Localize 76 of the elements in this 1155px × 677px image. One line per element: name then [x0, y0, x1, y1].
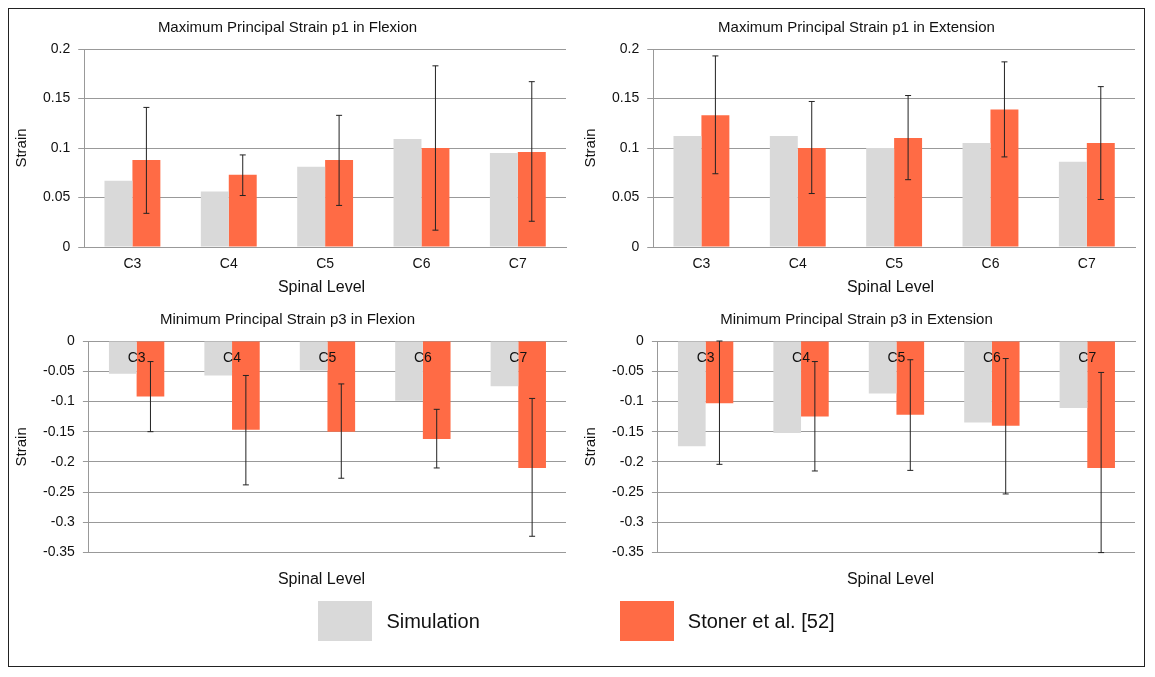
bar	[797, 148, 826, 247]
bar	[1086, 143, 1115, 247]
bar	[104, 180, 133, 247]
x-tick-label: C6	[412, 254, 431, 271]
y-tick-label: -0.2	[619, 452, 645, 469]
bar	[962, 143, 991, 247]
y-tick-label: 0	[636, 331, 645, 348]
y-tick-label: 0.05	[43, 188, 71, 205]
y-tick-label: -0.35	[42, 543, 76, 560]
x-axis-title: Spinal Level	[276, 569, 367, 589]
x-axis-title: Spinal Level	[276, 277, 367, 297]
y-tick-label: -0.05	[611, 362, 645, 379]
bar	[701, 115, 730, 247]
y-tick-label: -0.15	[611, 422, 645, 439]
x-tick-label: C3	[123, 254, 142, 271]
y-tick-label: 0.2	[50, 39, 71, 56]
y-axis-title: Strain	[581, 128, 599, 168]
chart-title: Maximum Principal Strain p1 in Flexion	[157, 18, 418, 36]
bar	[421, 148, 450, 247]
chart-title: Maximum Principal Strain p1 in Extension	[718, 18, 995, 36]
y-tick-label: -0.25	[42, 483, 76, 499]
y-tick-label: -0.1	[50, 392, 76, 409]
bar	[132, 159, 161, 247]
bar	[489, 152, 518, 247]
y-axis-title: Strain	[12, 128, 30, 168]
bar	[769, 136, 798, 247]
y-tick-label: 0.1	[50, 138, 71, 155]
y-tick-label: -0.05	[42, 362, 76, 379]
x-axis-title: Spinal Level	[845, 569, 936, 589]
bar	[1058, 161, 1087, 247]
x-tick-label: C7	[1077, 254, 1096, 271]
x-axis-title: Spinal Level	[845, 277, 936, 297]
y-axis-title: Strain	[581, 427, 599, 467]
bar	[325, 159, 354, 247]
bar	[990, 109, 1019, 247]
y-tick-label: -0.3	[50, 513, 76, 530]
y-tick-label: -0.25	[611, 483, 645, 499]
y-tick-label: 0	[67, 331, 76, 348]
bar	[673, 136, 702, 247]
x-tick-label: C3	[692, 254, 711, 271]
legend-label: Stoner et al. [52]	[687, 609, 835, 633]
y-tick-label: 0.2	[619, 39, 640, 56]
x-tick-label: C4	[219, 254, 238, 271]
y-tick-label: 0	[62, 237, 71, 254]
y-tick-label: 0.15	[612, 89, 640, 106]
bar	[517, 151, 546, 247]
chart-title: Minimum Principal Strain p3 in Flexion	[159, 310, 416, 328]
x-tick-label: C4	[792, 348, 811, 365]
y-tick-label: -0.35	[611, 543, 645, 560]
y-tick-label: -0.15	[42, 422, 76, 439]
x-tick-label: C4	[223, 348, 242, 365]
x-tick-label: C7	[1078, 348, 1097, 365]
y-tick-label: 0.15	[43, 89, 71, 106]
y-tick-label: 0.1	[619, 138, 640, 155]
bar	[894, 138, 923, 247]
x-tick-label: C6	[981, 254, 1000, 271]
x-tick-label: C5	[887, 348, 906, 365]
y-tick-label: -0.1	[619, 392, 645, 409]
y-tick-label: 0	[631, 237, 640, 254]
bar	[228, 174, 257, 247]
chart-title: Minimum Principal Strain p3 in Extension	[720, 310, 993, 328]
x-tick-label: C4	[788, 254, 807, 271]
y-tick-label: -0.2	[50, 452, 76, 469]
x-tick-label: C5	[316, 254, 335, 271]
bar	[393, 139, 422, 247]
legend-label: Simulation	[386, 609, 480, 633]
x-tick-label: C5	[318, 348, 337, 365]
bar	[297, 166, 326, 247]
x-tick-label: C7	[508, 254, 527, 271]
x-tick-label: C7	[509, 348, 528, 365]
x-tick-label: C5	[885, 254, 904, 271]
bar	[866, 148, 895, 247]
y-tick-label: 0.05	[612, 188, 640, 205]
y-tick-label: -0.3	[619, 513, 645, 530]
bar	[200, 191, 229, 247]
y-axis-title: Strain	[12, 427, 30, 467]
